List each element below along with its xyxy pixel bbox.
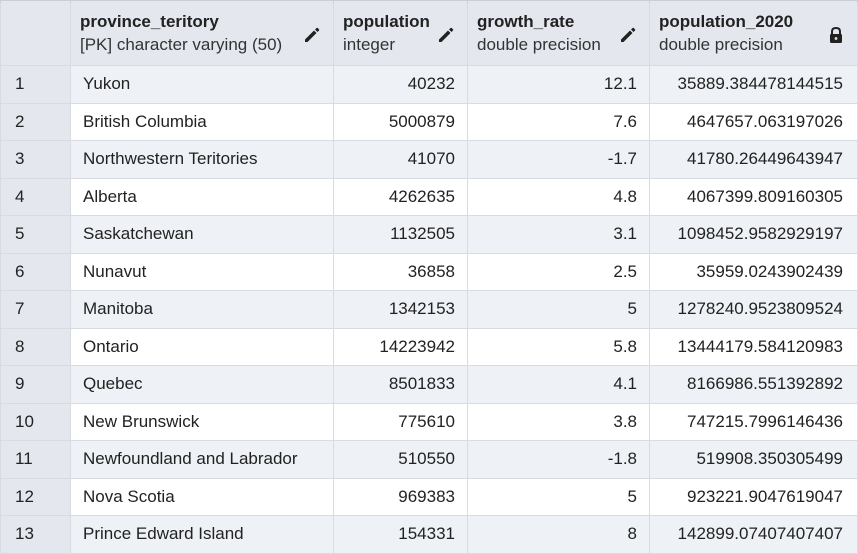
table-row[interactable]: 7 Manitoba 1342153 5 1278240.9523809524 xyxy=(0,290,858,329)
cell-province-teritory[interactable]: Yukon xyxy=(70,65,334,104)
table-row[interactable]: 6 Nunavut 36858 2.5 35959.0243902439 xyxy=(0,252,858,291)
cell-population-2020[interactable]: 35959.0243902439 xyxy=(649,252,858,291)
cell-population-2020[interactable]: 747215.7996146436 xyxy=(649,402,858,441)
row-number[interactable]: 10 xyxy=(0,402,71,441)
table-row[interactable]: 5 Saskatchewan 1132505 3.1 1098452.958292919… xyxy=(0,215,858,254)
column-name: population_2020 xyxy=(659,12,794,31)
header-row: province_teritory [PK] character varying… xyxy=(0,0,858,66)
cell-growth-rate[interactable]: 3.8 xyxy=(467,402,650,441)
row-number[interactable]: 5 xyxy=(0,215,71,254)
cell-growth-rate[interactable]: 4.8 xyxy=(467,177,650,216)
cell-growth-rate[interactable]: 5.8 xyxy=(467,327,650,366)
cell-population[interactable]: 41070 xyxy=(333,140,468,179)
table-row[interactable]: 13 Prince Edward Island 154331 8 142899.0740… xyxy=(0,515,858,554)
cell-population[interactable]: 36858 xyxy=(333,252,468,291)
cell-population[interactable]: 5000879 xyxy=(333,102,468,141)
row-number[interactable]: 6 xyxy=(0,252,71,291)
table-row[interactable]: 12 Nova Scotia 969383 5 923221.9047619047 xyxy=(0,477,858,516)
cell-population-2020[interactable]: 923221.9047619047 xyxy=(649,477,858,516)
cell-population-2020[interactable]: 8166986.551392892 xyxy=(649,365,858,404)
table-row[interactable]: 3 Northwestern Teritories 41070 -1.7 41780.2… xyxy=(0,140,858,179)
cell-growth-rate[interactable]: 3.1 xyxy=(467,215,650,254)
cell-province-teritory[interactable]: Quebec xyxy=(70,365,334,404)
cell-growth-rate[interactable]: 7.6 xyxy=(467,102,650,141)
lock-icon xyxy=(830,26,842,43)
pencil-icon[interactable] xyxy=(302,25,322,45)
column-header-population[interactable]: population integer xyxy=(333,0,468,66)
table-row[interactable]: 1 Yukon 40232 12.1 35889.384478144515 xyxy=(0,65,858,104)
cell-province-teritory[interactable]: Manitoba xyxy=(70,290,334,329)
cell-growth-rate[interactable]: 12.1 xyxy=(467,65,650,104)
row-number[interactable]: 12 xyxy=(0,477,71,516)
cell-population[interactable]: 4262635 xyxy=(333,177,468,216)
row-number[interactable]: 13 xyxy=(0,515,71,554)
column-type: integer xyxy=(343,35,395,54)
cell-province-teritory[interactable]: British Columbia xyxy=(70,102,334,141)
cell-province-teritory[interactable]: Alberta xyxy=(70,177,334,216)
cell-population-2020[interactable]: 1098452.9582929197 xyxy=(649,215,858,254)
cell-population-2020[interactable]: 4647657.063197026 xyxy=(649,102,858,141)
table-row[interactable]: 11 Newfoundland and Labrador 510550 -1.8 519… xyxy=(0,440,858,479)
cell-population-2020[interactable]: 519908.350305499 xyxy=(649,440,858,479)
select-all-corner[interactable] xyxy=(0,0,71,66)
cell-growth-rate[interactable]: 4.1 xyxy=(467,365,650,404)
cell-growth-rate[interactable]: -1.7 xyxy=(467,140,650,179)
cell-population[interactable]: 40232 xyxy=(333,65,468,104)
cell-population[interactable]: 154331 xyxy=(333,515,468,554)
cell-population[interactable]: 8501833 xyxy=(333,365,468,404)
cell-growth-rate[interactable]: 8 xyxy=(467,515,650,554)
cell-population-2020[interactable]: 35889.384478144515 xyxy=(649,65,858,104)
cell-population-2020[interactable]: 41780.26449643947 xyxy=(649,140,858,179)
row-number[interactable]: 8 xyxy=(0,327,71,366)
row-number[interactable]: 11 xyxy=(0,440,71,479)
table-row[interactable]: 4 Alberta 4262635 4.8 4067399.809160305 xyxy=(0,177,858,216)
cell-province-teritory[interactable]: New Brunswick xyxy=(70,402,334,441)
cell-province-teritory[interactable]: Ontario xyxy=(70,327,334,366)
column-name: growth_rate xyxy=(477,12,575,31)
table-row[interactable]: 8 Ontario 14223942 5.8 13444179.584120983 xyxy=(0,327,858,366)
table-row[interactable]: 2 British Columbia 5000879 7.6 4647657.06319… xyxy=(0,102,858,141)
cell-population-2020[interactable]: 4067399.809160305 xyxy=(649,177,858,216)
cell-growth-rate[interactable]: 2.5 xyxy=(467,252,650,291)
row-number[interactable]: 9 xyxy=(0,365,71,404)
column-type: [PK] character varying (50) xyxy=(80,35,283,54)
cell-population[interactable]: 1132505 xyxy=(333,215,468,254)
column-type: double precision xyxy=(659,35,783,54)
pencil-icon[interactable] xyxy=(618,25,638,45)
cell-growth-rate[interactable]: -1.8 xyxy=(467,440,650,479)
row-number[interactable]: 4 xyxy=(0,177,71,216)
column-name: province_teritory xyxy=(80,12,219,31)
cell-population[interactable]: 1342153 xyxy=(333,290,468,329)
row-number[interactable]: 3 xyxy=(0,140,71,179)
pencil-icon[interactable] xyxy=(436,25,456,45)
table-row[interactable]: 10 New Brunswick 775610 3.8 747215.799614643… xyxy=(0,402,858,441)
cell-population-2020[interactable]: 142899.07407407407 xyxy=(649,515,858,554)
cell-population[interactable]: 510550 xyxy=(333,440,468,479)
cell-province-teritory[interactable]: Nova Scotia xyxy=(70,477,334,516)
cell-province-teritory[interactable]: Nunavut xyxy=(70,252,334,291)
cell-population[interactable]: 14223942 xyxy=(333,327,468,366)
cell-province-teritory[interactable]: Newfoundland and Labrador xyxy=(70,440,334,479)
column-header-population-2020[interactable]: population_2020 double precision xyxy=(649,0,858,66)
cell-population-2020[interactable]: 13444179.584120983 xyxy=(649,327,858,366)
row-number[interactable]: 7 xyxy=(0,290,71,329)
cell-province-teritory[interactable]: Prince Edward Island xyxy=(70,515,334,554)
cell-population-2020[interactable]: 1278240.9523809524 xyxy=(649,290,858,329)
column-type: double precision xyxy=(477,35,601,54)
cell-growth-rate[interactable]: 5 xyxy=(467,477,650,516)
cell-population[interactable]: 775610 xyxy=(333,402,468,441)
row-number[interactable]: 1 xyxy=(0,65,71,104)
cell-province-teritory[interactable]: Saskatchewan xyxy=(70,215,334,254)
column-header-growth-rate[interactable]: growth_rate double precision xyxy=(467,0,650,66)
cell-growth-rate[interactable]: 5 xyxy=(467,290,650,329)
column-name: population xyxy=(343,12,430,31)
cell-population[interactable]: 969383 xyxy=(333,477,468,516)
row-number[interactable]: 2 xyxy=(0,102,71,141)
cell-province-teritory[interactable]: Northwestern Teritories xyxy=(70,140,334,179)
column-header-province-teritory[interactable]: province_teritory [PK] character varying… xyxy=(70,0,334,66)
table-row[interactable]: 9 Quebec 8501833 4.1 8166986.551392892 xyxy=(0,365,858,404)
